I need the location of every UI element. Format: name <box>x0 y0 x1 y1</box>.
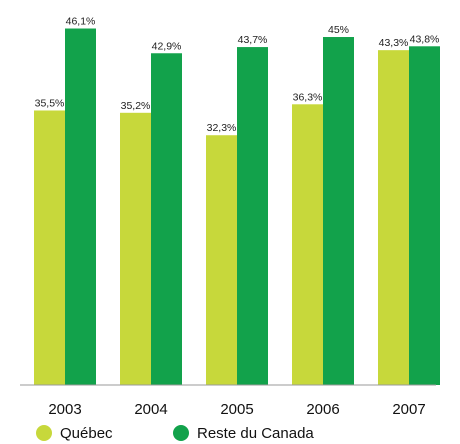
legend-swatch-quebec <box>36 425 52 441</box>
bar-reste-du-canada-2007 <box>409 46 440 385</box>
bar-quebec-2007 <box>378 50 409 385</box>
bar-labels-group: 35,5% 46,1% 35,2% 42,9% 32,3% 43,7% 36,3% 45% 43… <box>35 16 440 135</box>
x-tick-labels-group: 2003 2004 2005 2006 2007 <box>48 401 425 418</box>
data-label-reste-du-canada-2003: 46,1% <box>66 16 96 28</box>
bar-quebec-2006 <box>292 104 323 385</box>
bar-quebec-2004 <box>120 112 151 385</box>
legend-label-reste-du-canada: Reste du Canada <box>197 425 314 442</box>
legend: Québec Reste du Canada <box>36 425 314 442</box>
bar-reste-du-canada-2003 <box>65 28 96 386</box>
x-tick-label-2006: 2006 <box>306 401 339 418</box>
data-label-reste-du-canada-2005: 43,7% <box>238 34 268 46</box>
bar-reste-du-canada-2006 <box>323 37 354 385</box>
x-tick-label-2003: 2003 <box>48 401 81 418</box>
bars-group <box>34 28 440 386</box>
data-label-quebec-2007: 43,3% <box>379 37 409 49</box>
x-tick-label-2004: 2004 <box>134 401 167 418</box>
data-label-quebec-2004: 35,2% <box>121 100 151 112</box>
data-label-quebec-2005: 32,3% <box>207 122 237 134</box>
data-label-quebec-2003: 35,5% <box>35 97 65 109</box>
data-label-reste-du-canada-2007: 43,8% <box>410 33 440 45</box>
legend-label-quebec: Québec <box>60 425 113 442</box>
bar-quebec-2003 <box>34 110 65 385</box>
bar-reste-du-canada-2004 <box>151 53 182 385</box>
legend-swatch-reste-du-canada <box>173 425 189 441</box>
bar-quebec-2005 <box>206 135 237 385</box>
bar-reste-du-canada-2005 <box>237 47 268 385</box>
x-tick-label-2005: 2005 <box>220 401 253 418</box>
data-label-quebec-2006: 36,3% <box>293 91 323 103</box>
data-label-reste-du-canada-2006: 45% <box>328 24 349 36</box>
data-label-reste-du-canada-2004: 42,9% <box>152 40 182 52</box>
x-tick-label-2007: 2007 <box>392 401 425 418</box>
